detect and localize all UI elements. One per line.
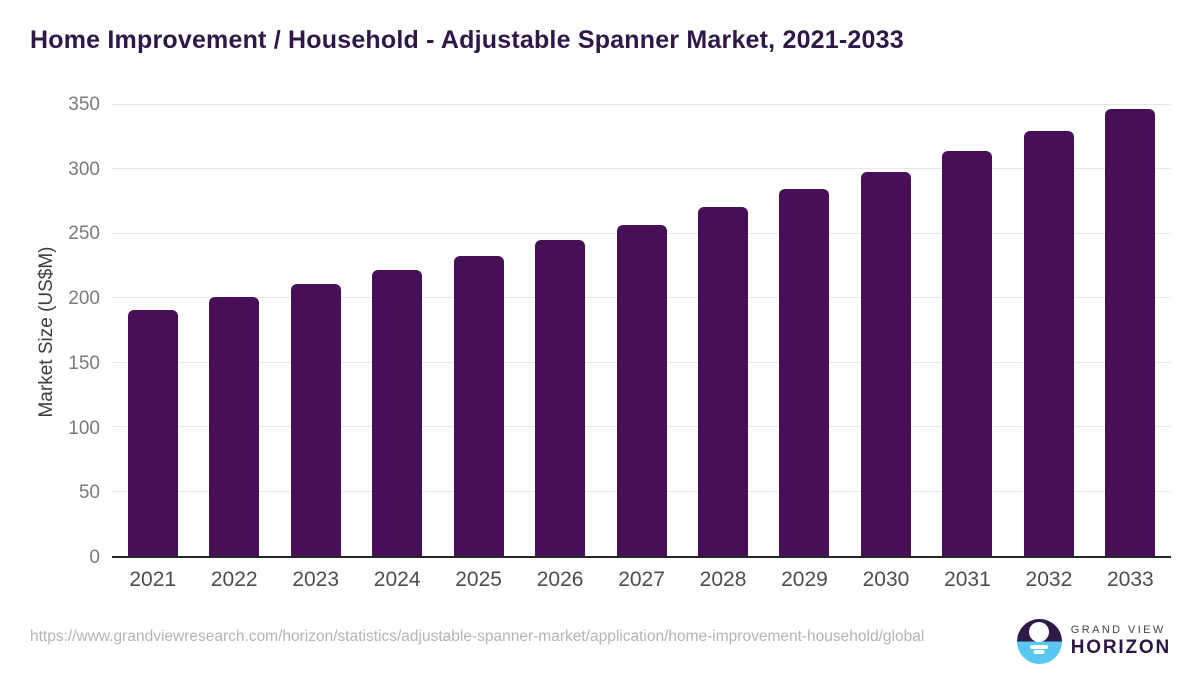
x-tick-label-2028: 2028: [699, 568, 747, 591]
bar-2033[interactable]: [1105, 108, 1156, 556]
x-tick-label-2023: 2023: [292, 568, 340, 591]
x-tick-label-2029: 2029: [781, 568, 828, 591]
gridline-300: [112, 168, 1171, 170]
reflection-stripe: [1030, 644, 1049, 649]
bar-slot-2023: [275, 105, 356, 556]
y-tick-label-50: 50: [78, 482, 100, 504]
y-tick-label-200: 200: [68, 288, 100, 310]
bar-2027[interactable]: [616, 224, 667, 556]
bar-slot-2030: [845, 105, 926, 556]
x-tick-label-2022: 2022: [210, 568, 258, 591]
logo-text: GRAND VIEW HORIZON: [1071, 624, 1171, 658]
x-tick-label-2030: 2030: [862, 568, 910, 591]
bar-slot-2032: [1008, 105, 1089, 556]
y-tick-label-350: 350: [68, 94, 100, 115]
bar-2026[interactable]: [535, 240, 586, 556]
reflection-stripe: [1033, 650, 1045, 655]
x-tick-label-2031: 2031: [944, 568, 991, 591]
bar-2025[interactable]: [453, 255, 504, 556]
x-tick-label-2026: 2026: [536, 568, 584, 591]
gridline-350: [112, 104, 1171, 105]
x-tick-label-2025: 2025: [455, 568, 502, 591]
bar-2021[interactable]: [127, 309, 178, 556]
y-tick-label-100: 100: [68, 417, 100, 439]
bar-2022[interactable]: [209, 297, 260, 556]
bar-slot-2024: [356, 105, 437, 556]
x-tick-label-2027: 2027: [618, 568, 665, 591]
bar-2028[interactable]: [698, 206, 749, 556]
bar-slot-2028: [682, 105, 763, 556]
bar-slot-2026: [519, 105, 600, 556]
bar-2023[interactable]: [290, 284, 341, 556]
x-axis-tick-labels: 2021 2022 2023 2024 2025 2026 2027 2028 2029 2030…: [112, 568, 1171, 592]
y-tick-label-150: 150: [68, 352, 100, 374]
bar-slot-2025: [438, 105, 519, 556]
bar-slot-2031: [927, 105, 1008, 556]
bar-slot-2022: [193, 105, 274, 556]
grand-view-horizon-logo: GRAND VIEW HORIZON: [1016, 619, 1171, 664]
sun-shape: [1029, 621, 1050, 642]
y-tick-label-0: 0: [89, 547, 100, 568]
horizon-sun-icon: [1016, 619, 1062, 664]
y-tick-label-300: 300: [68, 158, 100, 180]
bars-row: [112, 105, 1171, 556]
chart-title: Home Improvement / Household - Adjustabl…: [30, 26, 904, 54]
bar-slot-2029: [764, 105, 845, 556]
bar-2030[interactable]: [860, 172, 911, 556]
logo-brand-top: GRAND VIEW: [1070, 624, 1166, 637]
bar-slot-2033: [1090, 105, 1171, 556]
x-tick-label-2032: 2032: [1025, 568, 1073, 591]
y-axis-tick-labels: 0 50 100 150 200 250 300 350: [40, 94, 100, 568]
bar-2024[interactable]: [372, 269, 423, 556]
bar-2029[interactable]: [779, 188, 830, 556]
y-tick-label-250: 250: [68, 223, 100, 245]
bar-slot-2021: [112, 105, 193, 556]
x-tick-label-2021: 2021: [129, 568, 177, 591]
logo-brand-bottom: HORIZON: [1070, 636, 1171, 658]
bar-2032[interactable]: [1023, 130, 1074, 556]
bar-2031[interactable]: [942, 151, 993, 556]
plot-area: [112, 104, 1171, 558]
bar-slot-2027: [601, 105, 682, 556]
source-url: https://www.grandviewresearch.com/horizo…: [30, 628, 925, 645]
x-tick-label-2024: 2024: [373, 568, 421, 591]
x-tick-label-2033: 2033: [1107, 568, 1154, 591]
